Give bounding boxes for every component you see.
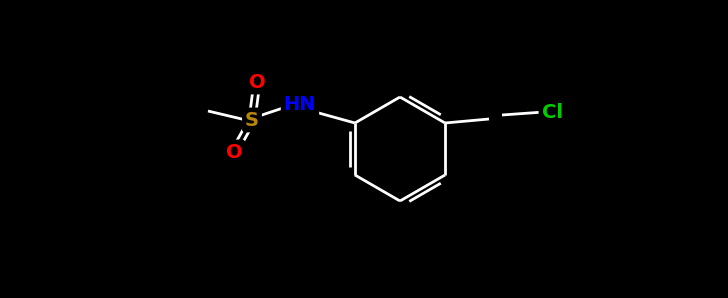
Text: HN: HN xyxy=(284,95,316,114)
Text: Cl: Cl xyxy=(542,103,563,122)
Text: S: S xyxy=(245,111,259,130)
Text: O: O xyxy=(249,72,265,91)
Text: O: O xyxy=(226,142,242,162)
